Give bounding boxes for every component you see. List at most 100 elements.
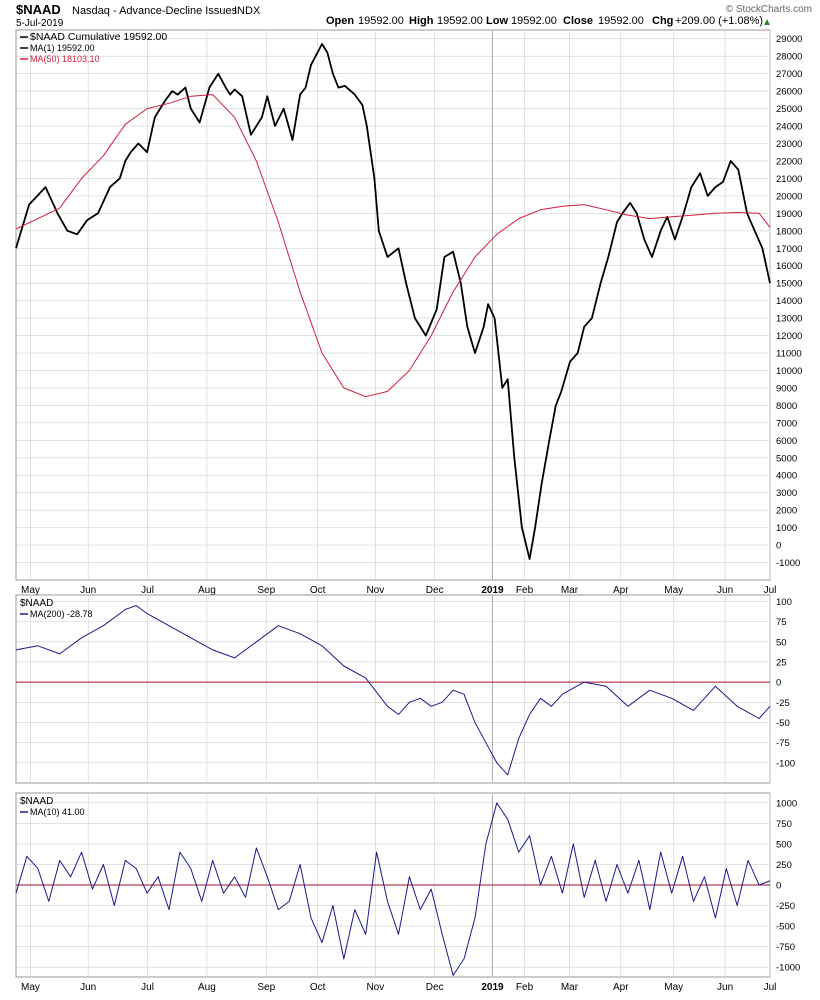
x-tick-label: Jun: [80, 585, 96, 596]
y-tick-label: 15000: [776, 279, 802, 290]
x-tick-label: Aug: [198, 982, 216, 993]
y-tick-label: 750: [776, 819, 792, 830]
y-tick-label: 20000: [776, 191, 802, 202]
chg-label: Chg: [652, 15, 673, 27]
x-tick-label: Sep: [257, 585, 275, 596]
y-tick-label: 3000: [776, 488, 797, 499]
x-tick-label: Oct: [310, 585, 326, 596]
x-tick-label: Jun: [717, 585, 733, 596]
y-tick-label: 4000: [776, 471, 797, 482]
y-tick-label: 14000: [776, 296, 802, 307]
y-tick-label: 11000: [776, 349, 802, 360]
y-tick-label: 25000: [776, 104, 802, 115]
x-tick-label: May: [664, 982, 683, 993]
exchange-label: INDX: [234, 5, 261, 17]
y-tick-label: 29000: [776, 34, 802, 45]
x-tick-label: Dec: [426, 585, 444, 596]
x-tick-label: 2019: [481, 585, 504, 596]
open-label: Open: [326, 15, 354, 27]
y-tick-label: 9000: [776, 383, 797, 394]
y-tick-label: 28000: [776, 52, 802, 63]
y-tick-label: 25: [776, 657, 787, 668]
y-tick-label: -250: [776, 901, 795, 912]
panel-title: $NAAD: [20, 796, 53, 807]
legend-label: $NAAD Cumulative 19592.00: [30, 31, 167, 43]
y-tick-label: 0: [776, 541, 781, 552]
y-tick-label: 500: [776, 839, 792, 850]
y-tick-label: 26000: [776, 87, 802, 98]
y-tick-label: -1000: [776, 963, 800, 974]
x-tick-label: Nov: [366, 982, 384, 993]
open-value: 19592.00: [358, 15, 404, 27]
x-tick-label: Feb: [516, 585, 534, 596]
y-tick-label: -25: [776, 698, 790, 709]
y-tick-label: -50: [776, 718, 790, 729]
low-value: 19592.00: [511, 15, 557, 27]
y-tick-label: 1000: [776, 798, 797, 809]
y-tick-label: 23000: [776, 139, 802, 150]
panel-1: -1000 0 1000 2000 3000 4000 5000 6000 7000 8000 90…: [15, 29, 802, 596]
panel-frame: [15, 29, 771, 581]
y-tick-label: 75: [776, 617, 787, 628]
y-tick-label: 8000: [776, 401, 797, 412]
y-tick-label: -1000: [776, 558, 800, 569]
x-tick-label: May: [21, 585, 40, 596]
y-tick-label: -100: [776, 758, 795, 769]
symbol-title: $NAAD: [16, 2, 61, 17]
y-tick-label: -750: [776, 942, 795, 953]
y-tick-label: 24000: [776, 122, 802, 133]
x-tick-label: Oct: [310, 982, 326, 993]
x-tick-label: Dec: [426, 982, 444, 993]
close-label: Close: [563, 15, 593, 27]
x-tick-label: Jun: [80, 982, 96, 993]
x-tick-label: Nov: [366, 585, 384, 596]
y-tick-label: 10000: [776, 366, 802, 377]
y-tick-label: 13000: [776, 314, 802, 325]
legend-label: MA(200) -28.78: [30, 609, 93, 619]
series-line: [15, 802, 771, 976]
x-tick-label: Feb: [516, 982, 534, 993]
x-tick-label: May: [664, 585, 683, 596]
panel-title: $NAAD: [20, 598, 53, 609]
y-tick-label: 1000: [776, 523, 797, 534]
y-tick-label: 7000: [776, 418, 797, 429]
y-tick-label: 0: [776, 678, 781, 689]
legend-label: MA(50) 18103.10: [30, 54, 100, 64]
x-tick-label: Aug: [198, 585, 216, 596]
y-tick-label: 16000: [776, 261, 802, 272]
x-tick-label: 2019: [481, 982, 504, 993]
x-tick-label: May: [21, 982, 40, 993]
watermark: © StockCharts.com: [726, 4, 812, 15]
chg-value: +209.00 (+1.08%): [675, 15, 763, 27]
high-label: High: [409, 15, 434, 27]
y-tick-label: 19000: [776, 209, 802, 220]
y-tick-label: 250: [776, 860, 792, 871]
y-tick-label: -500: [776, 922, 795, 933]
x-tick-label: Apr: [613, 982, 629, 993]
y-tick-label: 22000: [776, 156, 802, 167]
x-tick-label: Jul: [141, 585, 154, 596]
legend-label: MA(1) 19592.00: [30, 43, 95, 53]
y-tick-label: 18000: [776, 226, 802, 237]
low-label: Low: [486, 15, 508, 27]
x-tick-label: Jul: [764, 585, 777, 596]
x-tick-label: Jul: [141, 982, 154, 993]
y-tick-label: 2000: [776, 506, 797, 517]
panel-3: -1000 -750 -500 -250 0 250 500 750 1000 $NAADMA(1…: [15, 792, 800, 993]
x-tick-label: Jun: [717, 982, 733, 993]
y-tick-label: 21000: [776, 174, 802, 185]
series-line: [15, 43, 771, 560]
legend-label: MA(10) 41.00: [30, 807, 85, 817]
series-line: [15, 605, 771, 776]
y-tick-label: -75: [776, 738, 790, 749]
x-tick-label: Mar: [561, 982, 579, 993]
triangle-up-icon: [764, 19, 770, 25]
y-tick-label: 17000: [776, 244, 802, 255]
x-tick-label: Mar: [561, 585, 579, 596]
y-tick-label: 6000: [776, 436, 797, 447]
y-tick-label: 0: [776, 881, 781, 892]
x-tick-label: Sep: [257, 982, 275, 993]
y-tick-label: 27000: [776, 69, 802, 80]
